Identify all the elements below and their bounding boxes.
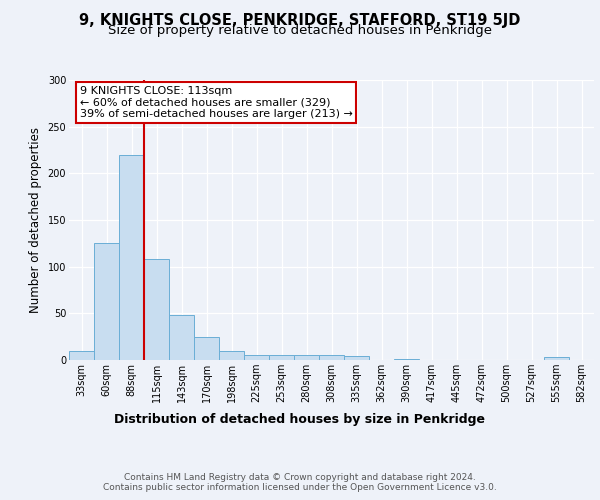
Bar — [144, 259, 169, 360]
Text: 9, KNIGHTS CLOSE, PENKRIDGE, STAFFORD, ST19 5JD: 9, KNIGHTS CLOSE, PENKRIDGE, STAFFORD, S… — [79, 12, 521, 28]
Bar — [219, 350, 244, 360]
Bar — [294, 356, 319, 360]
Bar — [269, 356, 294, 360]
Bar — [69, 350, 94, 360]
Bar — [169, 315, 194, 360]
Text: Distribution of detached houses by size in Penkridge: Distribution of detached houses by size … — [115, 412, 485, 426]
Bar — [344, 356, 369, 360]
Bar — [544, 357, 569, 360]
Bar — [94, 244, 119, 360]
Bar — [244, 356, 269, 360]
Text: Contains HM Land Registry data © Crown copyright and database right 2024.
Contai: Contains HM Land Registry data © Crown c… — [103, 472, 497, 492]
Text: Size of property relative to detached houses in Penkridge: Size of property relative to detached ho… — [108, 24, 492, 37]
Y-axis label: Number of detached properties: Number of detached properties — [29, 127, 42, 313]
Text: 9 KNIGHTS CLOSE: 113sqm
← 60% of detached houses are smaller (329)
39% of semi-d: 9 KNIGHTS CLOSE: 113sqm ← 60% of detache… — [79, 86, 352, 119]
Bar — [319, 356, 344, 360]
Bar — [119, 154, 144, 360]
Bar — [394, 359, 419, 360]
Bar — [194, 336, 219, 360]
